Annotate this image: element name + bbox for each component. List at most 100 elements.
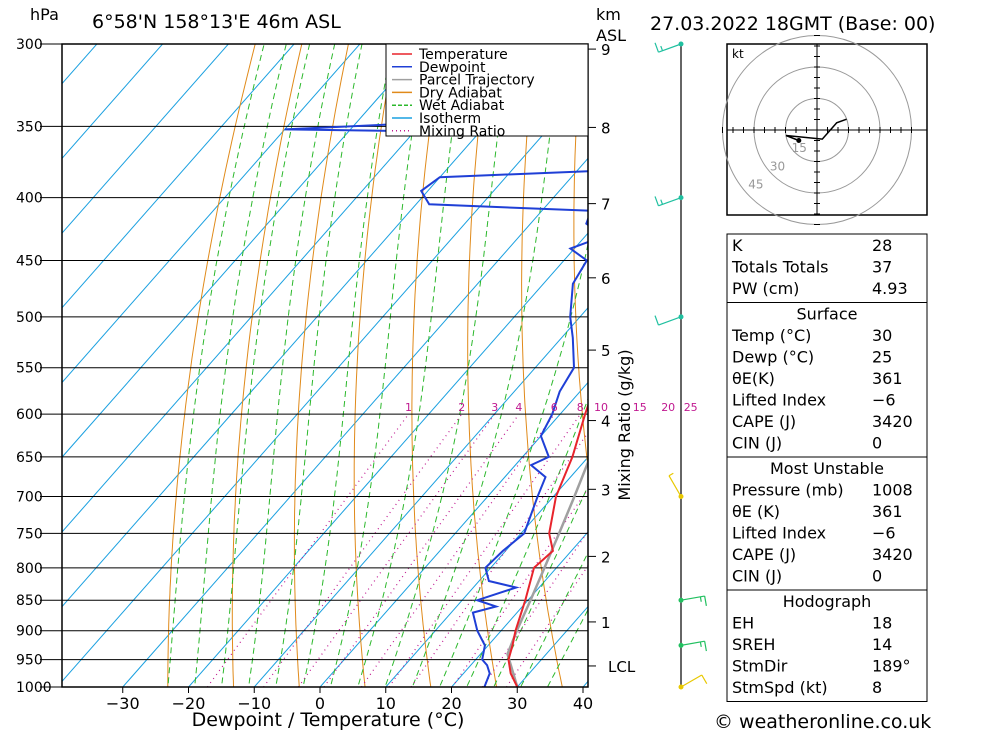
pressure-tick-label: 750 — [16, 526, 43, 542]
wind-barb-shaft — [680, 674, 703, 688]
isotherm-line — [62, 44, 361, 384]
hodograph-table-value: 14 — [872, 635, 892, 654]
mixing-ratio-label: 3 — [491, 401, 498, 414]
hodograph-unit: kt — [732, 47, 744, 61]
wind-barb-flag — [654, 315, 660, 326]
x-axis-title: Dewpoint / Temperature (°C) — [192, 709, 465, 731]
legend-label: Parcel Trajectory — [419, 73, 535, 89]
legend-label: Isotherm — [419, 111, 481, 127]
wet-adiabat-line — [275, 44, 363, 687]
wet-adiabat-line — [302, 44, 393, 687]
temperature-tick-label: 40 — [573, 694, 593, 713]
wet-adiabat-line — [357, 44, 466, 687]
plot-frame — [61, 43, 589, 688]
wind-barb-flag — [699, 596, 702, 602]
hodograph-table-value: 189° — [872, 657, 911, 676]
wet-adiabat-line — [167, 44, 265, 687]
dry-adiabat-line — [467, 44, 498, 687]
temperature-tick-label: 0 — [315, 694, 325, 713]
sounding-profiles — [284, 44, 588, 687]
most-unstable-label: CAPE (J) — [732, 545, 796, 564]
dry-adiabat-line — [950, 7, 1000, 713]
most-unstable-value: −6 — [872, 524, 896, 543]
most-unstable-box — [726, 456, 928, 591]
surface-value: −6 — [872, 391, 896, 410]
mixing-ratio-label: 8 — [577, 401, 584, 414]
wind-barb-flag — [704, 641, 707, 652]
most-unstable-value: 361 — [872, 502, 903, 521]
wind-barb-shaft — [658, 43, 682, 53]
stability-tables: K 28 Totals Totals 37 PW (cm) 4.93 Surface Temp… — [726, 233, 928, 702]
dewpoint-line — [284, 44, 588, 687]
isotherm-line — [385, 456, 588, 687]
wet-adiabat-line — [466, 397, 588, 687]
isotherm-line — [62, 44, 230, 234]
hodograph-table-label: StmSpd (kt) — [732, 678, 828, 697]
mixing-ratio-label: 10 — [594, 401, 608, 414]
height-unit-label-asl: ASL — [596, 26, 626, 45]
mixing-ratio-label: 2 — [458, 401, 465, 414]
wind-barb-flag — [668, 472, 674, 477]
dry-adiabat-line — [996, 7, 1000, 713]
indices-label: Totals Totals — [731, 258, 829, 277]
dry-adiabat-line — [167, 44, 256, 687]
wind-barb-flag — [704, 595, 707, 606]
hodograph-table-title: Hodograph — [783, 592, 872, 611]
legend-box — [385, 43, 589, 137]
most-unstable-value: 3420 — [872, 545, 913, 564]
hodograph-ring-label: 15 — [792, 141, 807, 155]
hodograph-ring-label: 45 — [748, 178, 763, 192]
mixing-ratio-label: 1 — [405, 401, 412, 414]
dry-adiabat-line — [573, 44, 588, 471]
height-tick-label: 9 — [601, 41, 611, 59]
hodograph-ring-label: 30 — [770, 159, 785, 173]
hodograph: 15 30 45 — [722, 35, 927, 225]
mixing-ratio-line — [206, 413, 409, 687]
surface-label: θE(K) — [732, 369, 775, 388]
surface-box — [726, 302, 928, 458]
isotherm-line — [122, 157, 588, 687]
wet-adiabat-line — [329, 44, 427, 687]
wind-barb-flag — [654, 196, 660, 207]
pressure-tick-label: 950 — [16, 653, 43, 669]
wet-adiabat-lines — [167, 44, 588, 687]
pressure-tick-label: 450 — [16, 254, 43, 270]
hodograph-table-label: StmDir — [732, 657, 788, 676]
legend-label: Wet Adiabat — [419, 98, 505, 114]
wet-adiabat-line — [248, 44, 336, 687]
wet-adiabat-line — [220, 44, 311, 687]
lcl-label: LCL — [608, 658, 636, 676]
wind-barb-column — [654, 41, 708, 690]
mixing-ratio-label: 25 — [684, 401, 698, 414]
surface-label: Dewp (°C) — [732, 348, 814, 367]
hodograph-trace — [785, 118, 847, 142]
wind-barb-flag — [660, 199, 664, 205]
height-tick-label: 8 — [601, 119, 611, 137]
height-tick-label: 5 — [601, 342, 611, 360]
pressure-tick-label: 400 — [16, 191, 43, 207]
isotherm-line — [187, 232, 588, 687]
wet-adiabat-line — [194, 44, 287, 687]
wind-barb-flag — [654, 42, 660, 53]
legend-label: Dry Adiabat — [419, 85, 502, 101]
height-tick-label: 6 — [601, 270, 611, 288]
height-unit-label-km: km — [596, 5, 621, 24]
temperature-tick-label: −30 — [106, 694, 140, 713]
copyright-footer: © weatheronline.co.uk — [714, 711, 931, 733]
hodograph-table-label: SREH — [732, 635, 775, 654]
dry-adiabat-line — [411, 44, 443, 687]
hodograph-surface-dot — [796, 138, 802, 143]
most-unstable-label: θE (K) — [732, 502, 780, 521]
pressure-tick-label: 650 — [16, 450, 43, 466]
surface-label: CAPE (J) — [732, 412, 796, 431]
dry-adiabat-line — [231, 44, 303, 687]
height-tick-label: 3 — [601, 481, 611, 499]
isotherm-line — [62, 44, 164, 160]
surface-title: Surface — [797, 305, 858, 324]
indices-value: 37 — [872, 258, 892, 277]
wet-adiabat-line — [384, 44, 510, 687]
wind-barb-flag — [660, 45, 664, 51]
indices-value: 28 — [872, 236, 892, 255]
